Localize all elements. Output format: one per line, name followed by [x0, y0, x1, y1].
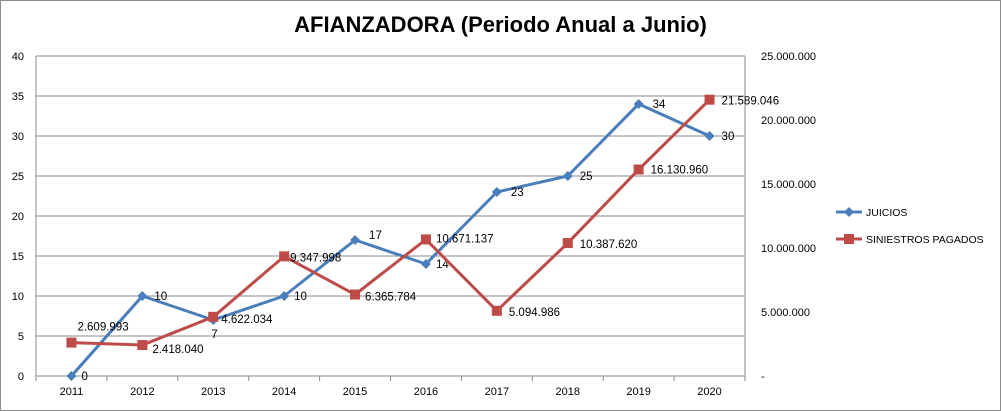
y-left-tick-label: 25: [12, 171, 24, 183]
y-right-tick-label: 5.000.000: [761, 307, 810, 319]
juicios-point: [137, 291, 148, 301]
x-tick-label: 2012: [130, 386, 154, 398]
juicios-point: [279, 291, 290, 301]
juicios-data-label: 10: [294, 291, 307, 303]
juicios-point: [420, 259, 431, 269]
juicios-data-label: 30: [722, 131, 735, 143]
siniestros-pagados-data-label: 16.130.960: [651, 165, 709, 177]
siniestros-pagados-point: [491, 305, 502, 316]
juicios-data-label: 34: [653, 99, 666, 111]
x-tick-label: 2013: [201, 386, 225, 398]
x-tick-label: 2011: [60, 386, 84, 398]
juicios-data-label: 0: [81, 371, 87, 383]
y-right-tick-label: 25.000.000: [761, 51, 816, 63]
siniestros-pagados-point: [420, 234, 431, 245]
siniestros-pagados-data-label: 4.622.034: [221, 314, 273, 326]
juicios-data-label: 7: [211, 329, 217, 341]
juicios-point: [562, 171, 573, 181]
siniestros-pagados-data-label: 2.418.040: [152, 344, 203, 356]
y-left-tick-label: 20: [12, 211, 24, 223]
siniestros-pagados-point: [562, 238, 573, 249]
juicios-point: [633, 99, 644, 109]
siniestros-pagados-data-label: 21.589.046: [722, 96, 780, 108]
siniestros-pagados-point: [208, 311, 219, 322]
x-tick-label: 2019: [626, 386, 650, 398]
x-tick-label: 2015: [343, 386, 367, 398]
y-right-tick-label: 10.000.000: [761, 243, 816, 255]
juicios-data-label: 14: [436, 259, 449, 271]
y-right-tick-label: -: [761, 371, 765, 383]
siniestros-pagados-data-label: 5.094.986: [509, 307, 560, 319]
juicios-point: [491, 187, 502, 197]
siniestros-pagados-point: [279, 251, 290, 262]
siniestros-pagados-data-label: 6.365.784: [365, 292, 417, 304]
siniestros-pagados-point: [137, 340, 148, 351]
x-tick-label: 2016: [414, 386, 438, 398]
juicios-data-label: 23: [511, 187, 524, 199]
y-left-tick-label: 5: [18, 331, 24, 343]
legend-siniestros-pagados-label: SINIESTROS PAGADOS: [866, 234, 984, 246]
y-right-tick-label: 20.000.000: [761, 115, 816, 127]
siniestros-pagados-data-label: 10.387.620: [580, 239, 638, 251]
juicios-point: [66, 371, 77, 381]
y-left-tick-label: 15: [12, 251, 24, 263]
juicios-point: [350, 235, 361, 245]
siniestros-pagados-point: [633, 164, 644, 175]
siniestros-pagados-point: [66, 337, 77, 348]
siniestros-pagados-data-label: 2.609.993: [77, 322, 128, 334]
x-tick-label: 2020: [697, 386, 721, 398]
siniestros-pagados-data-label: 10.671.137: [436, 233, 494, 245]
siniestros-pagados-point: [350, 289, 361, 300]
legend-juicios-label: JUICIOS: [866, 207, 907, 219]
siniestros-pagados-point: [704, 94, 715, 105]
x-tick-label: 2017: [485, 386, 509, 398]
chart-title: AFIANZADORA (Periodo Anual a Junio): [294, 12, 707, 37]
x-tick-label: 2018: [556, 386, 580, 398]
juicios-data-label: 17: [369, 230, 382, 242]
legend-juicios-marker: [844, 207, 854, 217]
siniestros-pagados-line: [71, 98, 711, 347]
y-left-tick-label: 35: [12, 91, 24, 103]
y-left-tick-label: 0: [18, 371, 24, 383]
x-tick-label: 2014: [272, 386, 296, 398]
juicios-point: [704, 131, 715, 141]
y-left-tick-label: 40: [12, 51, 24, 63]
juicios-line: [70, 102, 711, 377]
y-right-tick-label: 15.000.000: [761, 179, 816, 191]
y-left-tick-label: 30: [12, 131, 24, 143]
legend-siniestros-pagados-marker: [844, 234, 854, 244]
juicios-data-label: 10: [154, 291, 167, 303]
juicios-data-label: 25: [580, 171, 593, 183]
y-left-tick-label: 10: [12, 291, 24, 303]
siniestros-pagados-data-label: 9.347.998: [290, 252, 341, 264]
